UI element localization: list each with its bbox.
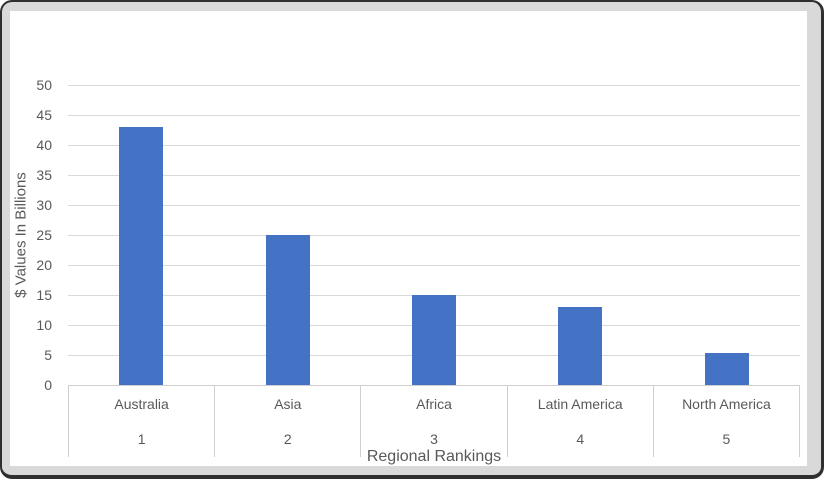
category-axis-table: Australia 1 Asia 2 Africa 3 Latin America 4 Nort… (68, 385, 801, 457)
category-cell-north-america: North America 5 (652, 386, 801, 457)
y-tick-label-35: 35 (36, 167, 52, 183)
category-cell-latin-america: Latin America 4 (506, 386, 653, 457)
bar-asia (265, 235, 310, 385)
y-tick-label-25: 25 (36, 227, 52, 243)
category-name-label: Australia (114, 395, 169, 412)
category-rank-label: 4 (576, 431, 585, 448)
y-tick-label-0: 0 (44, 377, 52, 393)
chart-card: $ Values In Billions 0 5 10 15 20 25 30 35 40 45 5… (10, 11, 807, 466)
category-cell-australia: Australia 1 (68, 386, 214, 457)
bar-latin-america (558, 307, 603, 385)
category-rank-label: 5 (722, 431, 731, 448)
y-tick-label-15: 15 (36, 287, 52, 303)
gridline-40 (68, 145, 800, 146)
y-tick-label-45: 45 (36, 107, 52, 123)
x-axis-title: Regional Rankings (366, 448, 502, 465)
bar-africa (412, 295, 456, 385)
y-tick-label-10: 10 (36, 317, 52, 333)
category-name-label: Asia (274, 395, 302, 412)
gridline-45 (68, 115, 800, 116)
y-tick-label-30: 30 (36, 197, 52, 213)
gridline-35 (68, 175, 800, 176)
bar-australia (119, 127, 164, 385)
gridline-25 (68, 235, 800, 236)
gridline-50 (68, 85, 800, 86)
category-cell-asia: Asia 2 (214, 386, 360, 457)
category-rank-label: 3 (430, 431, 438, 448)
y-tick-label-50: 50 (36, 77, 52, 93)
bar-north-america (704, 353, 749, 385)
category-name-label: Africa (416, 395, 452, 412)
category-name-label: Latin America (537, 395, 623, 412)
y-tick-label-20: 20 (36, 257, 52, 273)
gridline-30 (68, 205, 800, 206)
plot-area (68, 85, 800, 386)
y-tick-label-40: 40 (36, 137, 52, 153)
gridline-20 (68, 265, 800, 266)
category-rank-label: 2 (283, 431, 292, 448)
category-rank-label: 1 (137, 431, 146, 448)
y-tick-label-5: 5 (44, 347, 52, 363)
category-name-label: North America (682, 395, 771, 412)
y-axis-tick-labels: 0 5 10 15 20 25 30 35 40 45 50 (10, 77, 60, 393)
category-cell-africa: Africa 3 (360, 386, 506, 457)
